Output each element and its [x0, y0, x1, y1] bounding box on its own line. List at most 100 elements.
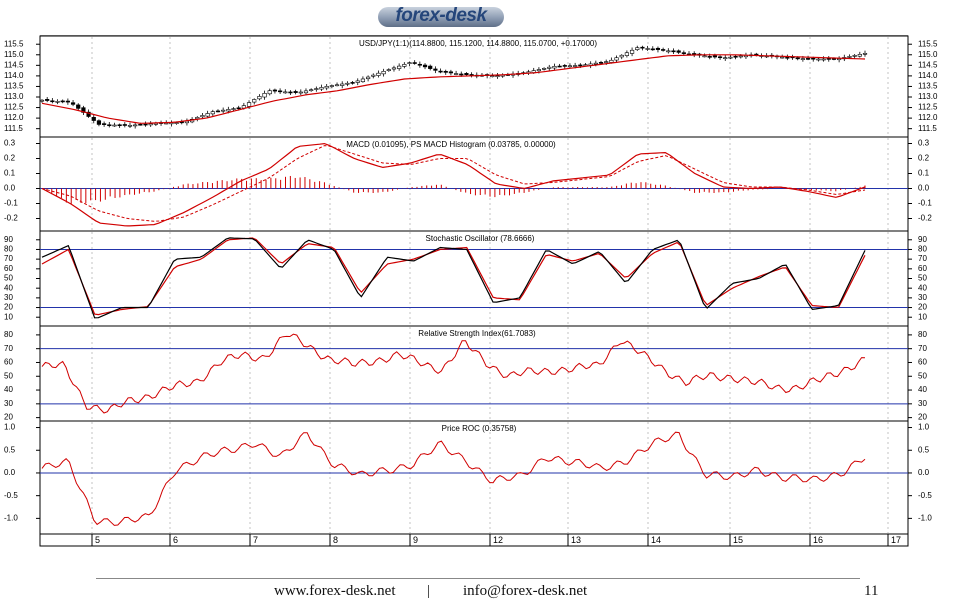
panel-title: MACD (0.01095), PS MACD Histogram (0.037…	[346, 140, 556, 149]
candle-body	[619, 54, 624, 58]
candle-body	[712, 55, 717, 58]
candle-body	[795, 57, 800, 60]
candle-body	[635, 47, 640, 50]
candle-body	[298, 91, 303, 94]
candle-body	[246, 102, 252, 107]
candle-body	[443, 70, 448, 73]
candle-body	[195, 117, 200, 120]
candle-body	[847, 56, 852, 58]
candle-body	[655, 47, 661, 50]
candle-body	[640, 46, 645, 49]
candle-body	[562, 65, 567, 67]
candle-body	[671, 50, 676, 53]
right-y-tick-label-p3: 10	[918, 312, 927, 321]
candle-body	[267, 90, 272, 95]
candle-body	[826, 58, 831, 60]
right-y-tick-label-p1: 111.5	[918, 124, 937, 133]
candle-body	[811, 57, 816, 60]
right-y-tick-label-p3: 20	[918, 303, 927, 312]
candle-body	[334, 84, 340, 87]
candle-body	[39, 99, 45, 102]
candle-body	[816, 58, 821, 61]
candle-body	[397, 65, 402, 69]
candle-body	[127, 124, 133, 127]
candle-body	[112, 124, 117, 127]
candle-body	[102, 123, 107, 125]
date-axis-tick-label: 9	[413, 535, 418, 545]
date-axis-tick-label: 17	[891, 535, 901, 545]
left-y-tick-label-p4: 20	[4, 413, 13, 422]
right-y-tick-label-p3: 50	[918, 274, 927, 283]
footer-divider	[96, 578, 860, 579]
candle-body	[428, 65, 433, 69]
right-y-tick-label-p4: 80	[918, 330, 927, 339]
left-y-tick-label-p4: 80	[4, 330, 13, 339]
candle-body	[365, 76, 371, 80]
candle-body	[138, 123, 143, 126]
right-y-tick-label-p1: 114.5	[918, 60, 938, 69]
left-y-tick-label-p3: 60	[4, 264, 13, 273]
left-y-tick-label-p1: 112.5	[4, 103, 24, 112]
candle-body	[133, 124, 138, 127]
left-y-tick-label-p3: 90	[4, 235, 13, 244]
candle-body	[780, 56, 785, 59]
left-y-tick-label-p4: 60	[4, 358, 13, 367]
right-y-tick-label-p3: 80	[918, 245, 927, 254]
macd-signal-line	[41, 145, 866, 222]
candle-body	[785, 56, 790, 59]
footer-website-link[interactable]: www.forex-desk.net	[274, 583, 396, 599]
candle-body	[495, 75, 500, 78]
right-y-tick-label-p2: 0.3	[918, 139, 930, 148]
left-y-tick-label-p4: 50	[4, 371, 13, 380]
left-y-tick-label-p1: 115.5	[4, 39, 24, 48]
left-y-tick-label-p4: 30	[4, 399, 13, 408]
candle-body	[371, 74, 376, 77]
candle-body	[552, 66, 557, 69]
candle-body	[604, 61, 609, 63]
candle-body	[624, 52, 629, 56]
right-y-tick-label-p1: 113.5	[918, 82, 938, 91]
candle-body	[676, 50, 681, 53]
date-axis-tick-label: 14	[651, 535, 661, 545]
candle-body	[593, 62, 598, 65]
candle-body	[536, 69, 542, 72]
candle-body	[65, 100, 70, 103]
right-y-tick-label-p5: -0.5	[918, 491, 932, 500]
candle-body	[733, 55, 738, 58]
candle-body	[459, 73, 464, 76]
candle-body	[702, 55, 707, 58]
candle-body	[200, 115, 205, 118]
candle-body	[55, 101, 60, 103]
candle-body	[800, 58, 805, 60]
right-y-tick-label-p5: -1.0	[918, 513, 932, 522]
candle-body	[661, 49, 666, 51]
right-y-tick-label-p2: 0.1	[918, 169, 930, 178]
right-y-tick-label-p2: -0.1	[918, 199, 932, 208]
candle-body	[148, 123, 153, 126]
candle-body	[360, 78, 366, 83]
left-y-tick-label-p2: 0.3	[4, 139, 16, 148]
candle-body	[402, 64, 407, 67]
candle-body	[70, 102, 76, 105]
candle-body	[707, 56, 712, 58]
left-y-tick-label-p1: 114.5	[4, 60, 24, 69]
candle-body	[76, 104, 81, 109]
candle-body	[262, 93, 267, 98]
candle-body	[257, 96, 262, 100]
candle-body	[717, 56, 723, 59]
right-y-tick-label-p3: 60	[918, 264, 927, 273]
candle-body	[314, 88, 319, 90]
footer-email-link[interactable]: info@forex-desk.net	[463, 583, 588, 599]
candle-body	[355, 80, 360, 83]
candle-body	[862, 52, 868, 55]
left-y-tick-label-p4: 70	[4, 344, 13, 353]
right-y-tick-label-p1: 114.0	[918, 71, 938, 80]
panel-title: Relative Strength Index(61.7083)	[418, 329, 536, 338]
moving-average-line	[41, 54, 866, 124]
left-y-tick-label-p5: -1.0	[4, 513, 18, 522]
candle-body	[391, 67, 397, 70]
right-y-tick-label-p3: 30	[918, 293, 927, 302]
candle-body	[412, 62, 417, 64]
candle-body	[723, 57, 728, 60]
